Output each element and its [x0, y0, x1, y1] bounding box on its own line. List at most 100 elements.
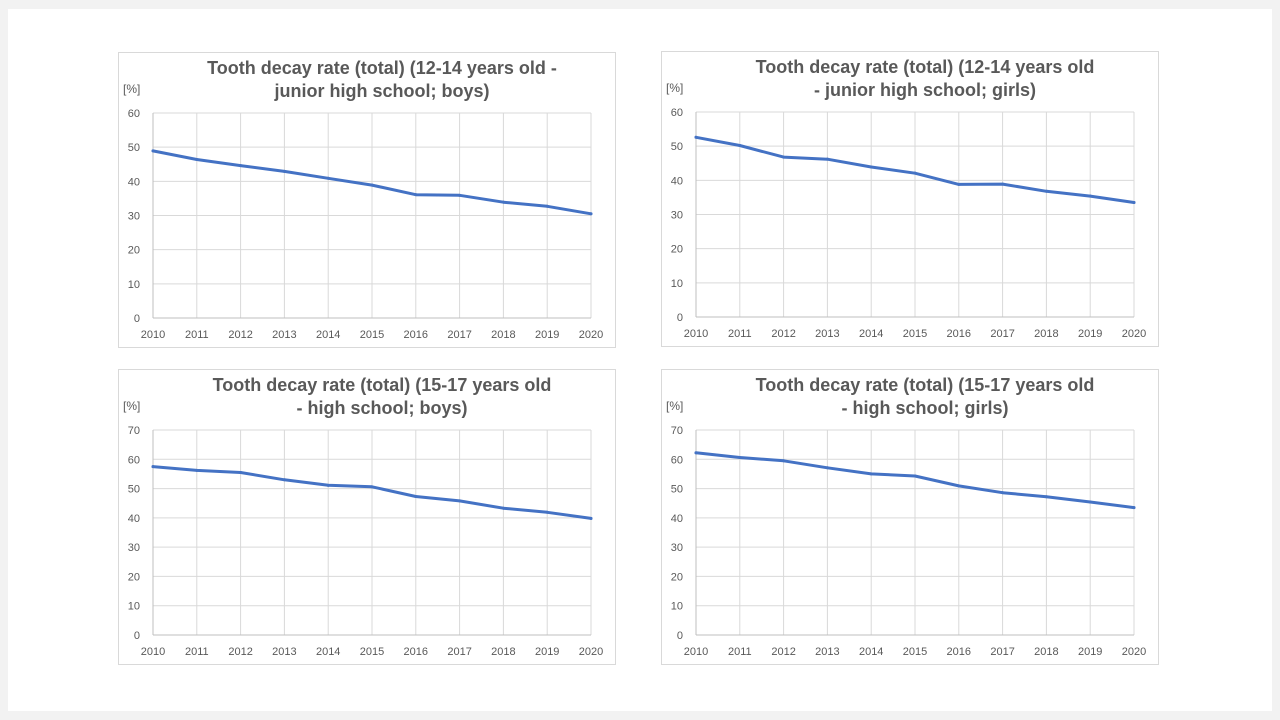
y-tick-label: 10 [128, 601, 140, 613]
x-tick-label: 2018 [491, 329, 515, 341]
x-tick-label: 2017 [447, 646, 471, 658]
line-chart-plot: 0 10 20 30 40 50 60 2010 2011 2012 2013 2014 2015 201… [671, 107, 1146, 340]
x-tick-label: 2015 [360, 646, 384, 658]
data-point [458, 499, 462, 503]
x-tick-label: 2016 [404, 329, 428, 341]
y-tick-label: 20 [671, 571, 683, 583]
x-tick-label: 2010 [684, 646, 708, 658]
data-point [1044, 495, 1048, 499]
data-point [326, 483, 330, 487]
line-chart-plot: 0 10 20 30 40 50 60 2010 2011 2012 2013 2014 2015 201… [128, 108, 603, 341]
data-point [326, 176, 330, 180]
x-tick-label: 2015 [903, 646, 927, 658]
x-tick-label: 2014 [316, 329, 340, 341]
x-tick-label: 2016 [947, 646, 971, 658]
data-point [239, 164, 243, 168]
data-point [1044, 189, 1048, 193]
chart-panel-high-girls: Tooth decay rate (total) (15-17 years ol… [661, 369, 1159, 665]
y-unit-label: [%] [123, 82, 141, 96]
data-point [414, 494, 418, 498]
x-tick-label: 2019 [535, 646, 559, 658]
chart-title-line-2: - high school; girls) [841, 398, 1009, 418]
data-point [151, 465, 155, 469]
y-tick-label: 60 [671, 107, 683, 119]
data-point [501, 200, 505, 204]
y-tick-label: 30 [128, 542, 140, 554]
data-point [825, 466, 829, 470]
y-tick-label: 30 [671, 210, 683, 222]
y-tick-label: 50 [671, 141, 683, 153]
y-tick-label: 0 [677, 312, 683, 324]
y-tick-label: 70 [671, 425, 683, 437]
data-point [370, 183, 374, 187]
y-tick-label: 60 [671, 454, 683, 466]
chart-title: Tooth decay rate (total) (15-17 years ol… [702, 374, 1148, 420]
line-chart-plot: 0 10 20 30 40 50 60 70 2010 2011 2012 2013 2014 2015 2… [128, 425, 603, 658]
data-point [694, 135, 698, 139]
x-tick-label: 2012 [771, 328, 795, 340]
data-point [282, 478, 286, 482]
x-tick-label: 2020 [579, 646, 603, 658]
x-tick-label: 2020 [1122, 646, 1146, 658]
x-tick-label: 2017 [990, 646, 1014, 658]
data-point [589, 212, 593, 216]
data-point [1132, 201, 1136, 205]
data-point [458, 193, 462, 197]
x-tick-label: 2017 [447, 329, 471, 341]
data-point [545, 510, 549, 514]
data-point [414, 193, 418, 197]
chart-panel-high-boys: Tooth decay rate (total) (15-17 years ol… [118, 369, 616, 665]
y-tick-label: 0 [134, 630, 140, 642]
x-tick-label: 2018 [1034, 328, 1058, 340]
data-point [151, 149, 155, 153]
x-tick-label: 2019 [1078, 328, 1102, 340]
y-tick-label: 10 [671, 601, 683, 613]
x-tick-label: 2014 [859, 328, 883, 340]
x-tick-label: 2011 [728, 646, 752, 658]
y-unit-label: [%] [666, 399, 684, 413]
y-tick-label: 30 [671, 542, 683, 554]
x-tick-label: 2010 [141, 329, 165, 341]
data-point [957, 484, 961, 488]
data-point [1088, 194, 1092, 198]
y-tick-label: 50 [128, 142, 140, 154]
x-tick-label: 2012 [228, 329, 252, 341]
chart-title: Tooth decay rate (total) (15-17 years ol… [159, 374, 605, 420]
x-tick-label: 2013 [272, 646, 296, 658]
x-tick-label: 2019 [535, 329, 559, 341]
x-tick-label: 2011 [728, 328, 752, 340]
data-point [782, 155, 786, 159]
data-point [738, 143, 742, 147]
y-tick-label: 0 [134, 313, 140, 325]
chart-title-line-2: - high school; boys) [296, 398, 468, 418]
x-tick-label: 2014 [316, 646, 340, 658]
chart-title-line-1: Tooth decay rate (total) (15-17 years ol… [755, 375, 1095, 395]
y-tick-label: 20 [128, 245, 140, 257]
data-point [239, 470, 243, 474]
data-point [869, 165, 873, 169]
y-tick-label: 10 [671, 278, 683, 290]
chart-title: Tooth decay rate (total) (12-14 years ol… [159, 57, 605, 103]
y-tick-label: 10 [128, 279, 140, 291]
x-tick-label: 2013 [272, 329, 296, 341]
x-tick-label: 2011 [185, 329, 209, 341]
slide: Tooth decay rate (total) (12-14 years ol… [8, 9, 1272, 711]
y-tick-label: 20 [128, 571, 140, 583]
y-tick-label: 60 [128, 454, 140, 466]
x-tick-label: 2016 [947, 328, 971, 340]
data-point [282, 169, 286, 173]
chart-panel-junior-girls: Tooth decay rate (total) (12-14 years ol… [661, 51, 1159, 347]
x-tick-label: 2010 [684, 328, 708, 340]
data-point [589, 516, 593, 520]
x-tick-label: 2018 [1034, 646, 1058, 658]
y-tick-label: 40 [671, 175, 683, 187]
x-tick-label: 2017 [990, 328, 1014, 340]
data-point [501, 506, 505, 510]
chart-title-line-2: junior high school; boys) [274, 81, 490, 101]
data-point [869, 472, 873, 476]
data-point [195, 157, 199, 161]
x-tick-label: 2015 [903, 328, 927, 340]
data-point [545, 204, 549, 208]
x-tick-label: 2013 [815, 328, 839, 340]
data-point [782, 459, 786, 463]
